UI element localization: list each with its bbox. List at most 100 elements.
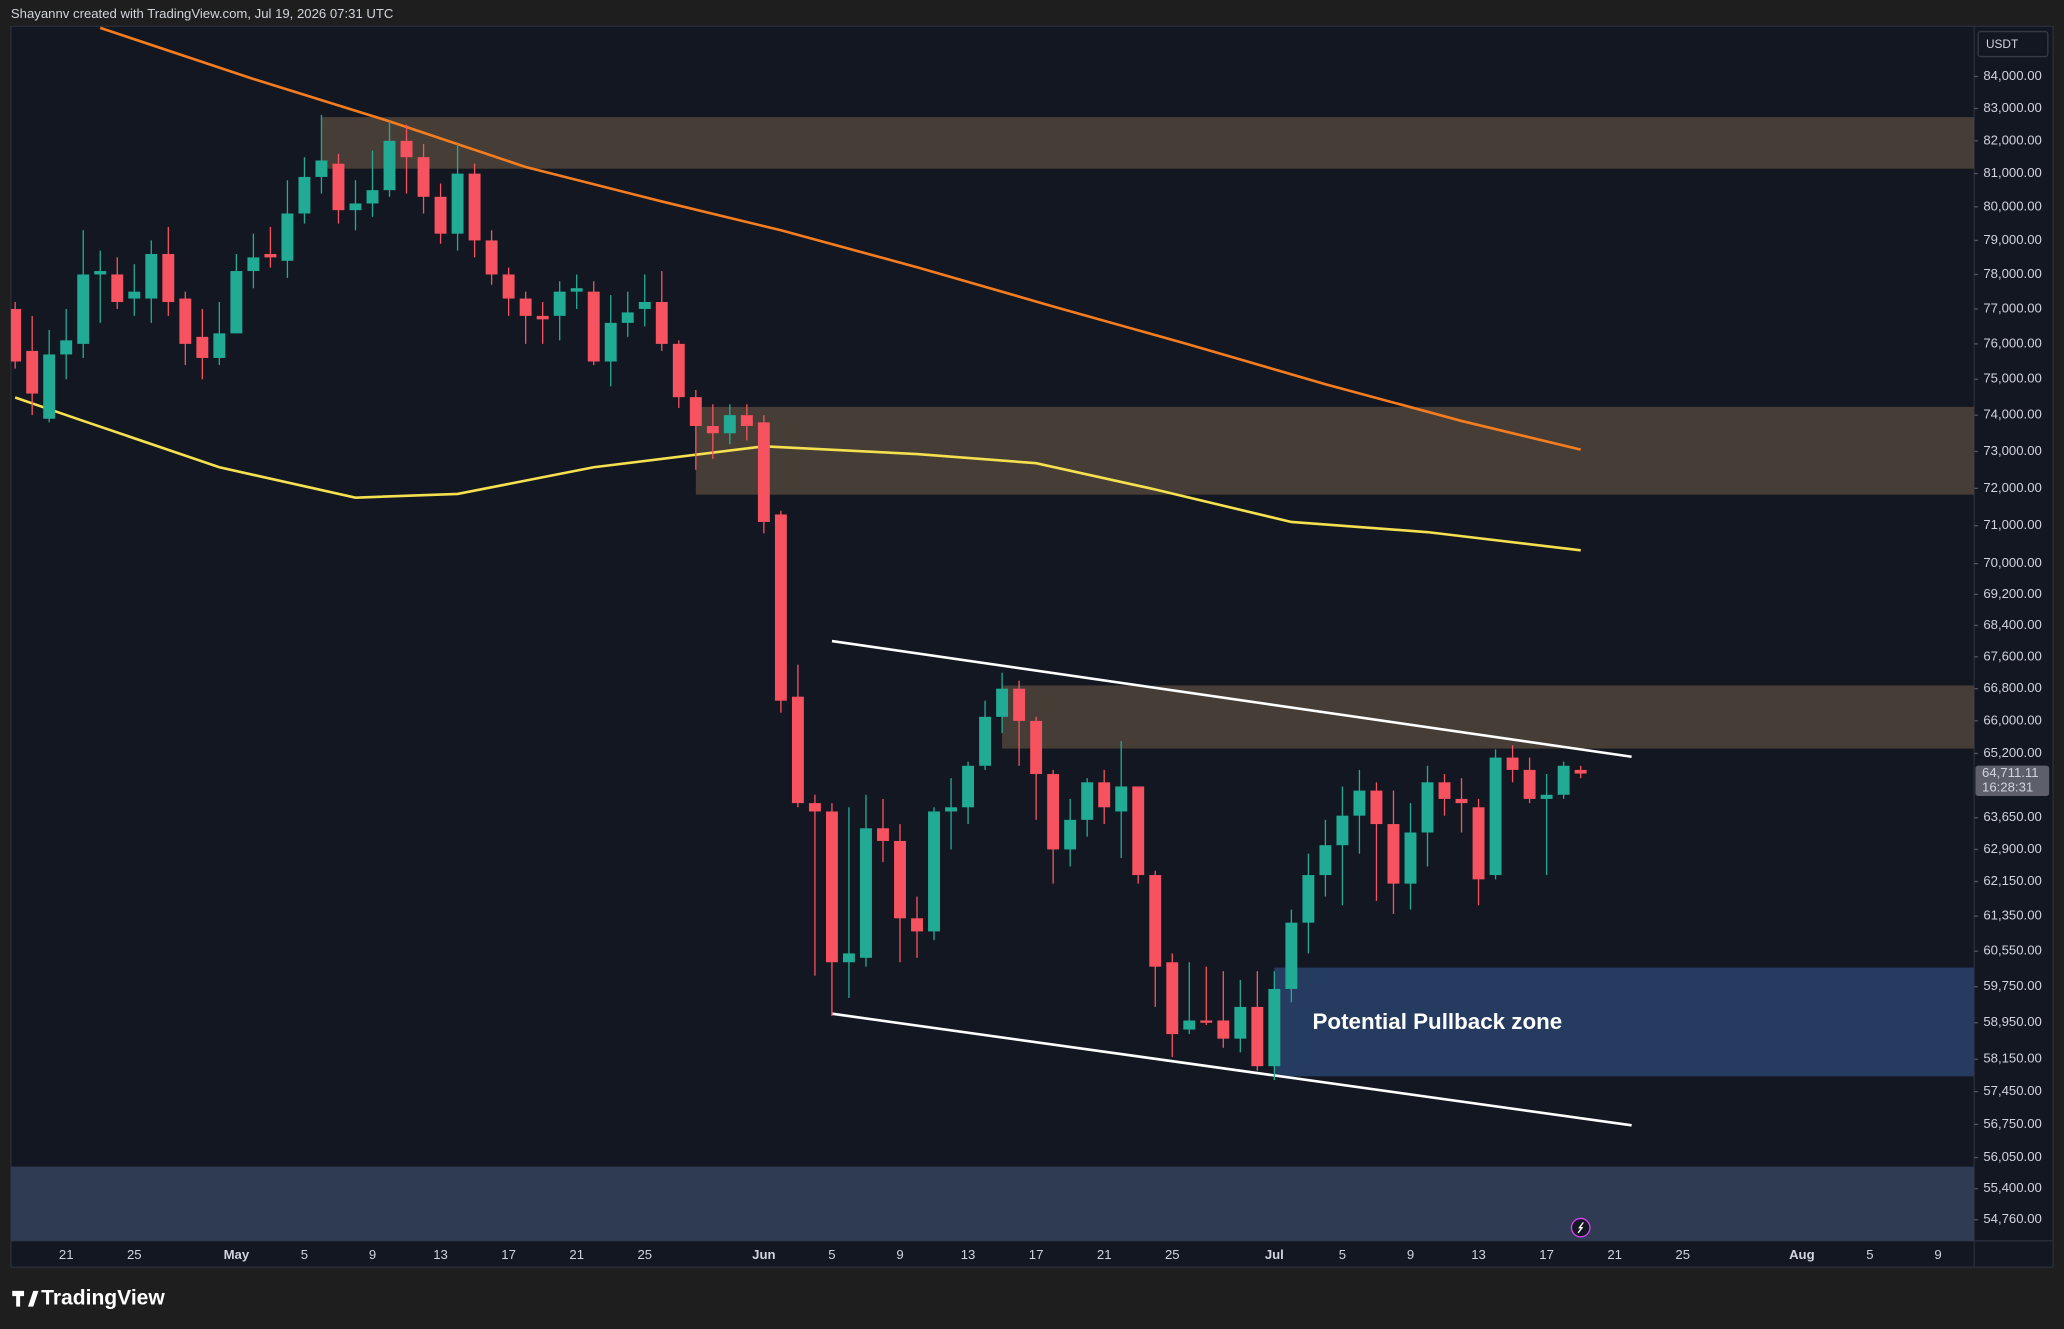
candle-body: [366, 190, 379, 204]
candle-body: [1234, 1006, 1247, 1039]
candle-body: [740, 415, 753, 426]
zone-label: Potential Pullback zone: [1313, 1009, 1563, 1034]
candle-body: [1302, 875, 1315, 923]
plot: Potential Pullback zone: [10, 26, 1975, 1241]
candle-body: [1183, 1020, 1196, 1030]
candle-body: [1149, 875, 1162, 967]
candle-body: [1166, 962, 1179, 1035]
candle-body: [1574, 769, 1587, 774]
candle-body: [1455, 798, 1468, 804]
candle-body: [196, 336, 209, 358]
candle-body: [10, 308, 22, 362]
candle-body: [1200, 1020, 1213, 1023]
x-tick-label: 17: [501, 1247, 516, 1262]
logo-mark: [12, 1290, 39, 1307]
candle-body: [1387, 824, 1400, 884]
y-tick-label: 66,000.00: [1983, 712, 2041, 727]
candle-body: [1217, 1020, 1230, 1039]
candle-body: [689, 397, 702, 426]
x-tick-label: May: [224, 1247, 250, 1262]
candle-body: [60, 340, 73, 355]
candle-body: [587, 291, 600, 362]
y-tick-label: 62,150.00: [1983, 873, 2041, 888]
candle-body: [400, 140, 413, 158]
candle-body: [43, 354, 56, 419]
alert-glyph: [1577, 1222, 1584, 1234]
candle-body: [230, 271, 243, 334]
candle-body: [1404, 832, 1417, 884]
y-tick-label: 58,150.00: [1983, 1051, 2041, 1066]
zone: [1002, 685, 1975, 749]
candle-body: [315, 160, 328, 177]
candle-body: [1268, 988, 1281, 1067]
candle-body: [1506, 757, 1519, 770]
x-tick-label: 9: [369, 1247, 376, 1262]
x-tick-label: 13: [961, 1247, 976, 1262]
x-tick-label: 13: [1471, 1247, 1486, 1262]
candle-body: [94, 271, 107, 275]
candle-body: [979, 716, 992, 766]
candle-body: [672, 343, 685, 398]
candle-body: [468, 173, 481, 241]
candle-body: [1370, 790, 1383, 825]
candle-body: [1472, 807, 1485, 880]
candle-body: [1438, 782, 1451, 799]
candle-body: [485, 240, 498, 275]
candle-body: [1489, 757, 1502, 876]
x-tick-label: 21: [1607, 1247, 1622, 1262]
y-tick-label: 65,200.00: [1983, 745, 2041, 760]
candle-body: [332, 163, 345, 211]
candle-body: [1098, 782, 1111, 808]
y-tick-label: 67,600.00: [1983, 648, 2041, 663]
y-tick-label: 83,000.00: [1983, 100, 2041, 115]
y-tick-label: 79,000.00: [1983, 232, 2041, 247]
y-tick-label: 80,000.00: [1983, 198, 2041, 213]
x-tick-label: 5: [1339, 1247, 1346, 1262]
x-tick-label: Jul: [1265, 1247, 1284, 1262]
candle-body: [281, 213, 294, 261]
y-tick-label: 75,000.00: [1983, 371, 2041, 386]
y-tick-label: 61,350.00: [1983, 908, 2041, 923]
y-tick-label: 63,650.00: [1983, 809, 2041, 824]
candle-body: [655, 302, 668, 344]
candle-body: [962, 765, 975, 808]
candle-body: [1540, 794, 1553, 799]
x-tick-label: 9: [1407, 1247, 1414, 1262]
zone: [1274, 967, 1975, 1077]
x-tick-label: 25: [637, 1247, 652, 1262]
last-price-tag: [1975, 765, 2050, 796]
candle-body: [502, 274, 515, 299]
y-tick-label: 56,750.00: [1983, 1116, 2041, 1131]
trend-line: [831, 639, 1632, 759]
candle-body: [26, 350, 39, 394]
trend-line: [831, 1012, 1632, 1127]
candle-body: [213, 333, 226, 358]
candle-body: [1251, 1006, 1264, 1067]
candle-body: [774, 514, 787, 701]
x-tick-label: 5: [301, 1247, 308, 1262]
candle-body: [111, 274, 124, 303]
zone: [10, 1166, 1975, 1241]
candle-body: [1064, 819, 1077, 850]
currency-box: [1977, 30, 2049, 58]
candle-body: [536, 315, 549, 320]
y-tick-label: 54,760.00: [1983, 1211, 2041, 1226]
x-tick-label: 25: [1165, 1247, 1180, 1262]
x-tick-label: 25: [1675, 1247, 1690, 1262]
y-tick-label: 56,050.00: [1983, 1149, 2041, 1164]
y-tick-label: 69,200.00: [1983, 586, 2041, 601]
candle-body: [128, 291, 141, 299]
y-tick-label: 76,000.00: [1983, 335, 2041, 350]
y-tick-label: 58,950.00: [1983, 1014, 2041, 1029]
candle-body: [570, 288, 583, 292]
candle-body: [77, 274, 90, 344]
currency: USDT: [1986, 37, 2018, 51]
candle-body: [842, 953, 855, 963]
candle-body: [1523, 769, 1536, 799]
moving-average: [99, 26, 1582, 451]
candle-body: [1047, 774, 1060, 850]
y-tick-label: 81,000.00: [1983, 165, 2041, 180]
y-tick-label: 77,000.00: [1983, 300, 2041, 315]
candle-body: [621, 312, 634, 323]
